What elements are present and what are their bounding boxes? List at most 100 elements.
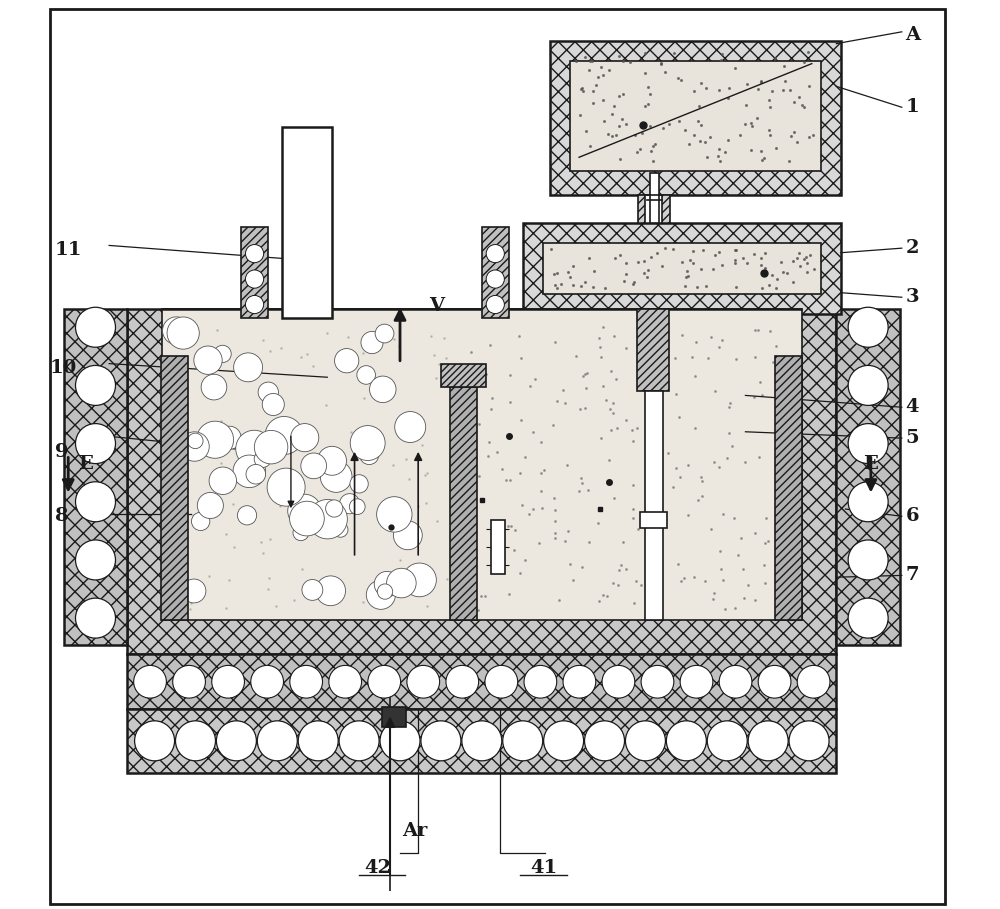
Point <box>517 450 533 464</box>
Point <box>777 74 793 88</box>
Point <box>686 570 702 584</box>
Point <box>668 387 684 402</box>
Circle shape <box>197 493 223 518</box>
Point <box>562 270 578 285</box>
Point <box>595 587 611 602</box>
Point <box>547 503 563 517</box>
Point <box>527 372 543 386</box>
Point <box>711 245 727 260</box>
Point <box>417 468 433 483</box>
Circle shape <box>349 499 365 514</box>
Point <box>747 350 763 365</box>
Text: E: E <box>78 454 93 473</box>
Point <box>717 602 733 616</box>
Text: 11: 11 <box>55 241 82 259</box>
Point <box>380 583 396 597</box>
Point <box>622 55 638 69</box>
Text: 42: 42 <box>364 859 391 877</box>
Circle shape <box>361 332 383 354</box>
Point <box>714 333 730 347</box>
Point <box>746 246 762 261</box>
Point <box>356 391 372 405</box>
Point <box>471 468 487 483</box>
Point <box>549 281 565 295</box>
Point <box>580 484 596 498</box>
Point <box>500 519 516 534</box>
Bar <box>127 309 836 654</box>
Point <box>628 574 644 589</box>
Point <box>512 465 528 480</box>
Circle shape <box>191 512 210 531</box>
Bar <box>441 364 486 387</box>
Point <box>477 589 493 604</box>
Circle shape <box>236 430 273 467</box>
Point <box>786 125 802 139</box>
Circle shape <box>666 721 706 761</box>
Point <box>712 154 728 168</box>
Point <box>386 331 402 345</box>
Point <box>640 79 656 94</box>
Point <box>756 558 772 573</box>
Circle shape <box>290 501 324 536</box>
Point <box>752 375 768 389</box>
Bar <box>64 309 127 645</box>
Point <box>805 127 821 142</box>
Point <box>739 256 755 271</box>
Point <box>439 572 455 586</box>
Circle shape <box>350 425 385 461</box>
Point <box>633 577 649 592</box>
Point <box>761 123 777 137</box>
Point <box>468 451 484 465</box>
Point <box>463 345 479 359</box>
Point <box>265 438 281 453</box>
Point <box>581 535 597 550</box>
Bar <box>637 309 669 391</box>
Point <box>590 69 606 84</box>
Circle shape <box>233 455 266 487</box>
Circle shape <box>175 721 215 761</box>
Point <box>605 396 621 411</box>
Circle shape <box>301 453 327 479</box>
Circle shape <box>407 665 440 698</box>
Point <box>746 390 762 405</box>
Circle shape <box>75 482 115 522</box>
Point <box>796 100 812 115</box>
Circle shape <box>267 468 305 506</box>
Point <box>513 413 529 427</box>
Point <box>673 73 689 87</box>
Point <box>765 355 781 370</box>
Point <box>503 519 519 534</box>
Point <box>625 477 641 492</box>
Point <box>584 55 600 69</box>
Point <box>568 348 584 363</box>
Point <box>693 262 709 276</box>
Point <box>703 522 719 536</box>
Point <box>687 369 703 384</box>
Point <box>560 265 576 279</box>
Point <box>677 279 693 294</box>
Circle shape <box>368 665 401 698</box>
Text: Ar: Ar <box>402 822 427 840</box>
Point <box>533 465 549 480</box>
Text: 4: 4 <box>905 398 919 416</box>
Point <box>392 553 408 567</box>
Circle shape <box>326 500 343 517</box>
Point <box>616 274 632 288</box>
Point <box>246 468 262 483</box>
Point <box>494 462 510 476</box>
Point <box>799 256 815 271</box>
Bar <box>127 654 836 709</box>
Point <box>630 255 646 269</box>
Circle shape <box>201 375 227 400</box>
Point <box>640 96 656 111</box>
Circle shape <box>318 446 346 475</box>
Point <box>612 152 628 166</box>
Point <box>717 145 733 160</box>
Bar <box>775 355 802 620</box>
Circle shape <box>848 598 888 638</box>
Point <box>618 341 634 355</box>
Point <box>789 135 805 150</box>
Text: V: V <box>429 297 444 315</box>
Point <box>511 328 527 343</box>
Point <box>175 565 191 580</box>
